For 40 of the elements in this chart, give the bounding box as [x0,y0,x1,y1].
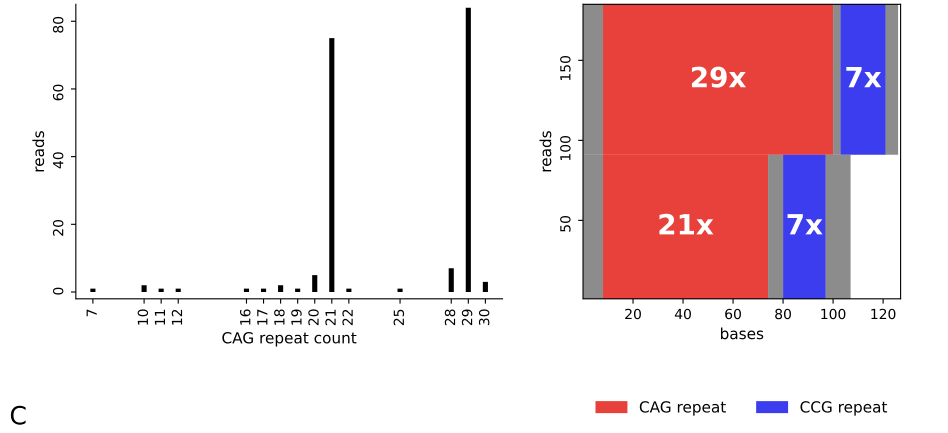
y-tick-label: 80 [52,16,64,33]
x-tick-label: 100 [821,308,846,320]
x-tick-label: 7 [86,310,97,316]
legend-label: CAG repeat [640,401,726,416]
annotation: 7x [788,214,823,234]
x-tick-label: 30 [478,309,490,326]
x-tick-label: 18 [274,309,285,325]
x-tick-label: 10 [138,309,148,325]
y-tick-label: 150 [560,56,571,80]
x-tick-label: 29 [462,309,472,326]
y-tick-label: 100 [560,136,571,160]
x-axis-title: bases [721,327,764,340]
legend-label: CCG repeat [800,401,888,416]
annotation: 21x [659,214,714,234]
x-tick-label: 25 [394,310,404,326]
x-tick-label: 60 [725,308,741,320]
x-tick-label: 20 [308,309,319,326]
x-tick-label: 21 [325,310,336,326]
annotation: 7x [846,66,882,88]
x-tick-label: 11 [154,310,165,325]
text: C [10,406,26,425]
x-tick-label: 28 [444,309,456,326]
y-axis-title: reads [540,131,552,172]
y-tick-label: 0 [52,288,64,295]
y-axis-title: reads [32,131,44,172]
x-tick-label: 20 [625,308,641,320]
x-tick-label: 80 [775,308,791,320]
x-tick-label: 12 [172,310,182,325]
x-tick-label: 120 [871,308,896,320]
x-tick-label: 40 [674,308,691,320]
x-tick-label: 17 [257,310,268,325]
x-axis-title: CAG repeat count [222,332,356,347]
x-tick-label: 22 [342,310,353,326]
annotation: 29x [692,66,746,88]
x-tick-label: 19 [291,309,302,325]
y-tick-label: 50 [560,216,571,232]
y-tick-label: 20 [52,220,64,236]
y-tick-label: 60 [52,84,64,100]
x-tick-label: 16 [240,309,251,325]
y-tick-label: 40 [52,152,64,168]
